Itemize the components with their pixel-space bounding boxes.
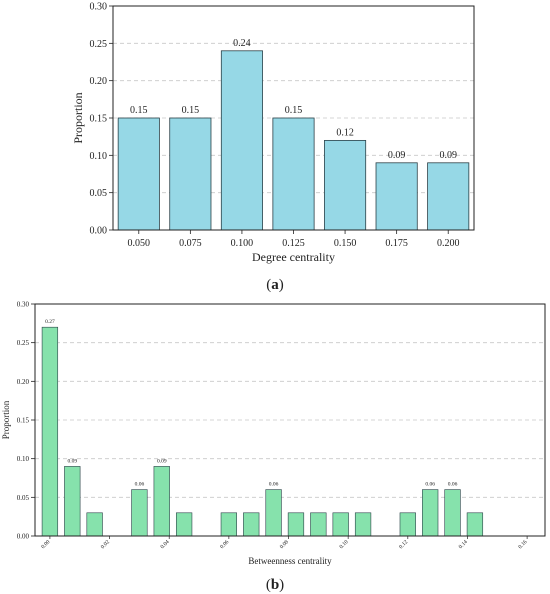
y-tick-label: 0.00 [17,532,30,540]
x-tick-label: 0.00 [40,539,51,550]
x-tick-label: 0.08 [279,539,290,550]
x-tick-label: 0.06 [219,539,230,550]
plot-frame [112,5,475,231]
chart-degree-centrality: 0.00 0.05 0.10 0.15 0.20 0.25 0.30 0.15 0.050 0.1… [71,2,475,264]
x-tick-label: 0.14 [458,539,469,550]
y-tick-label: 0.15 [90,114,108,125]
bar [332,512,349,537]
x-tick-label: 0.12 [398,539,409,550]
data-label: 0.06 [425,482,435,488]
data-label: 0.06 [448,482,458,488]
bar [41,326,59,537]
x-tick-label: 0.075 [179,238,202,249]
y-tick-label: 0.05 [90,188,108,199]
bar [117,117,160,231]
bar [153,466,170,537]
bar [444,489,461,537]
y-tick-label: 0.00 [90,226,108,237]
x-tick-label: 0.125 [282,238,305,249]
x-tick-label: 0.16 [517,539,528,550]
data-label: 0.15 [182,105,200,116]
y-tick-label: 0.25 [17,339,30,347]
x-axis-label: Betweenness centrality [248,556,332,566]
x-tick-label: 0.200 [437,238,460,249]
bar [64,466,81,537]
bar [324,139,367,231]
data-label: 0.12 [336,127,354,138]
data-label: 0.09 [67,458,77,464]
bar [354,512,372,537]
bar [422,489,439,537]
chart-betweenness-centrality: 0.00 0.05 0.10 0.15 0.20 0.25 0.30 0.27 0.09 0.06… [1,300,546,566]
data-label: 0.24 [233,38,251,49]
y-tick-label: 0.10 [90,151,108,162]
x-tick-label: 0.150 [334,238,357,249]
y-tick-label: 0.20 [90,76,108,87]
bar [169,117,212,231]
x-tick-label: 0.050 [128,238,151,249]
bar [466,512,484,537]
y-tick-label: 0.05 [17,494,30,502]
caption-b: (b) [266,577,284,593]
x-tick-label: 0.10 [339,539,350,550]
plot-frame [34,303,546,537]
caption-a: (a) [266,277,284,293]
data-label: 0.06 [135,482,145,488]
x-tick-label: 0.175 [385,238,408,249]
data-label: 0.27 [45,319,55,325]
y-tick-label: 0.30 [17,300,30,308]
y-tick-label: 0.30 [90,2,108,13]
x-tick-label: 0.02 [100,539,111,550]
data-label: 0.09 [157,458,167,464]
y-tick-label: 0.10 [17,455,30,463]
data-label: 0.09 [439,150,457,161]
y-axis-label: Proportion [1,400,11,439]
y-axis-label: Proportion [71,92,85,143]
x-tick-label: 0.100 [231,238,254,249]
bar [310,512,327,537]
x-tick-label: 0.04 [160,539,171,550]
bar [86,512,103,537]
bar [175,512,193,537]
data-label: 0.06 [269,482,279,488]
y-tick-label: 0.15 [17,416,30,424]
bar [220,512,237,537]
data-label: 0.15 [130,105,148,116]
bar [272,117,315,231]
bar [375,162,418,231]
bar [220,50,263,231]
data-label: 0.09 [388,150,406,161]
y-tick-label: 0.25 [90,39,108,50]
bar [265,489,282,537]
bar [243,512,260,537]
bar [399,512,416,537]
bar [427,162,470,231]
y-tick-label: 0.20 [17,378,30,386]
data-label: 0.15 [285,105,303,116]
bar [287,512,305,537]
bar [131,489,148,537]
x-axis-label: Degree centrality [252,250,335,264]
